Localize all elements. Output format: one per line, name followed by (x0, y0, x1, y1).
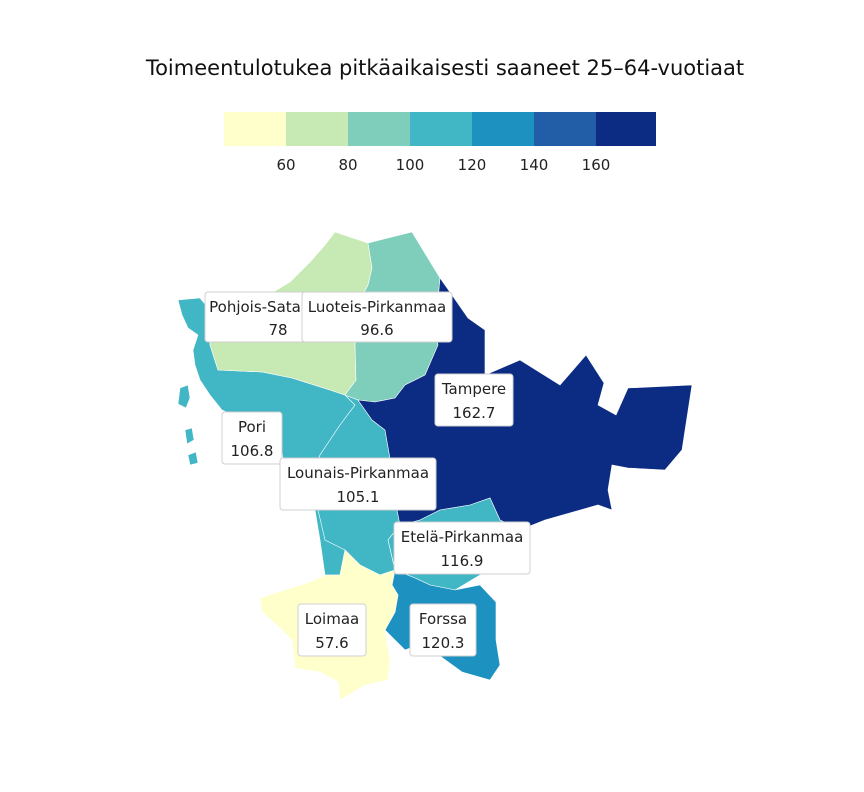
label-lounais-pirkanmaa: Lounais-Pirkanmaa 105.1 (279, 457, 437, 511)
legend-swatch (596, 112, 656, 146)
legend-tick-label: 80 (338, 156, 357, 174)
region-name: Luoteis-Pirkanmaa (308, 298, 446, 316)
label-etela-pirkanmaa: Etelä-Pirkanmaa 116.9 (393, 521, 531, 575)
region-value: 78 (268, 321, 287, 339)
region-pori-island (187, 451, 199, 466)
region-value: 162.7 (453, 404, 496, 422)
region-pori-island (177, 384, 191, 409)
region-name: Pori (238, 418, 266, 436)
label-pohjois-satakunta: Pohjois-Sata 78 (204, 291, 306, 343)
legend-swatch (534, 112, 596, 146)
legend-swatch (224, 112, 286, 146)
region-name: Lounais-Pirkanmaa (287, 464, 429, 482)
label-pori: Pori 106.8 (221, 411, 283, 465)
region-value: 96.6 (360, 321, 393, 339)
label-luoteis-pirkanmaa: Luoteis-Pirkanmaa 96.6 (301, 291, 453, 343)
region-value: 116.9 (441, 552, 484, 570)
region-name: Pohjois-Sata (209, 298, 301, 316)
legend-tick-label: 60 (276, 156, 295, 174)
label-forssa: Forssa 120.3 (409, 603, 477, 657)
region-value: 57.6 (315, 634, 348, 652)
legend-swatch (410, 112, 472, 146)
region-value: 106.8 (231, 442, 274, 460)
legend-swatch (286, 112, 348, 146)
region-value: 120.3 (422, 634, 465, 652)
region-name: Loimaa (305, 610, 359, 628)
region-value: 105.1 (337, 488, 380, 506)
region-pori-island (184, 427, 195, 445)
legend-swatch (472, 112, 534, 146)
label-tampere: Tampere 162.7 (434, 373, 514, 427)
legend-tick-label: 140 (520, 156, 549, 174)
region-name: Forssa (419, 610, 467, 628)
region-labels: Pohjois-Sata 78 Luoteis-Pirkanmaa 96.6 T… (204, 291, 531, 657)
legend-swatch (348, 112, 410, 146)
color-legend: 60 80 100 120 140 160 (224, 112, 656, 174)
legend-tick-label: 160 (582, 156, 611, 174)
label-loimaa: Loimaa 57.6 (297, 603, 367, 657)
legend-tick-label: 100 (396, 156, 425, 174)
map-title: Toimeentulotukea pitkäaikaisesti saaneet… (145, 56, 745, 80)
legend-tick-label: 120 (458, 156, 487, 174)
region-name: Etelä-Pirkanmaa (401, 528, 524, 546)
region-name: Tampere (441, 380, 506, 398)
